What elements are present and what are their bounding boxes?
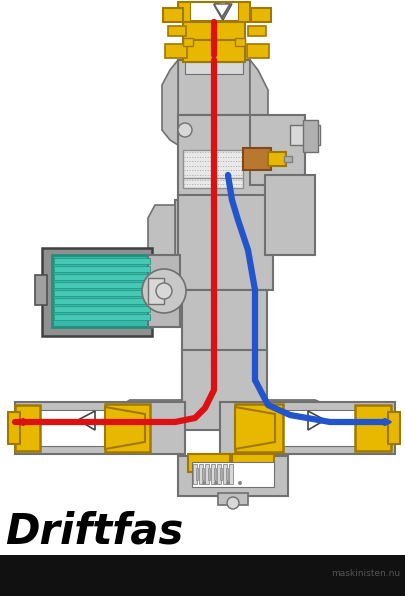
Bar <box>42 248 151 336</box>
Bar <box>302 120 317 152</box>
Bar <box>198 464 202 484</box>
Bar <box>35 275 47 305</box>
Polygon shape <box>78 411 95 430</box>
Bar <box>192 462 273 487</box>
Polygon shape <box>162 60 177 145</box>
Bar <box>220 468 222 480</box>
Bar <box>243 148 270 170</box>
Polygon shape <box>307 411 324 430</box>
Bar <box>228 464 232 484</box>
Bar <box>250 8 270 22</box>
Bar <box>54 274 149 280</box>
Bar <box>22 410 122 446</box>
Bar <box>181 290 266 360</box>
Bar <box>387 412 399 444</box>
Bar <box>177 60 249 115</box>
Polygon shape <box>213 4 231 20</box>
Bar <box>226 468 228 480</box>
Bar <box>247 26 265 36</box>
Bar <box>177 195 272 290</box>
Bar <box>54 298 149 304</box>
Bar <box>217 493 247 505</box>
Bar <box>222 464 226 484</box>
Bar <box>54 290 149 296</box>
Bar <box>192 464 196 484</box>
Bar <box>54 258 149 264</box>
Bar <box>52 255 151 327</box>
Circle shape <box>226 497 239 509</box>
Bar <box>220 402 394 454</box>
Polygon shape <box>234 407 274 449</box>
Bar <box>105 404 149 452</box>
Polygon shape <box>266 355 349 430</box>
Bar <box>231 454 273 472</box>
Bar <box>267 152 285 166</box>
Bar <box>183 38 192 46</box>
Bar <box>54 266 149 272</box>
Circle shape <box>202 481 205 485</box>
Bar <box>207 468 209 480</box>
Circle shape <box>213 481 217 485</box>
Bar <box>264 175 314 255</box>
Bar <box>289 125 319 145</box>
Bar <box>148 255 179 327</box>
Bar <box>216 464 220 484</box>
Bar <box>183 150 243 180</box>
Bar <box>234 404 282 452</box>
Bar <box>246 44 269 58</box>
Polygon shape <box>249 60 267 145</box>
Bar <box>177 2 249 22</box>
Bar <box>284 156 291 162</box>
Bar <box>183 40 244 62</box>
Bar <box>188 454 230 472</box>
Bar <box>181 350 266 430</box>
Bar <box>202 468 203 480</box>
Bar <box>188 20 239 42</box>
Circle shape <box>142 269 185 313</box>
Bar <box>162 8 183 22</box>
Text: Driftfas: Driftfas <box>5 510 183 552</box>
Polygon shape <box>213 5 230 19</box>
Bar <box>8 412 20 444</box>
Circle shape <box>237 481 241 485</box>
Bar <box>164 44 187 58</box>
Text: maskinisten.nu: maskinisten.nu <box>330 569 399 578</box>
Circle shape <box>177 123 192 137</box>
Bar <box>196 468 198 480</box>
Circle shape <box>156 283 172 299</box>
Polygon shape <box>105 355 181 430</box>
Bar <box>177 456 287 496</box>
Bar <box>177 115 267 205</box>
Bar <box>183 178 243 188</box>
Bar <box>185 62 243 74</box>
Bar <box>54 314 149 320</box>
Bar <box>249 115 304 185</box>
Bar <box>54 282 149 288</box>
Bar <box>175 200 194 285</box>
Bar <box>183 22 244 40</box>
Circle shape <box>226 481 230 485</box>
Polygon shape <box>148 205 175 282</box>
Polygon shape <box>213 4 230 17</box>
Polygon shape <box>105 407 145 449</box>
Bar <box>277 410 387 446</box>
Bar <box>211 464 215 484</box>
Bar <box>54 306 149 312</box>
Bar <box>234 38 244 46</box>
Bar <box>15 402 185 454</box>
Bar <box>148 278 164 304</box>
Bar <box>190 2 237 20</box>
Bar <box>0 555 405 596</box>
Bar <box>168 26 185 36</box>
Bar <box>354 405 390 451</box>
Bar <box>213 468 215 480</box>
Bar <box>205 464 209 484</box>
Bar <box>192 42 234 60</box>
Bar <box>15 405 40 451</box>
